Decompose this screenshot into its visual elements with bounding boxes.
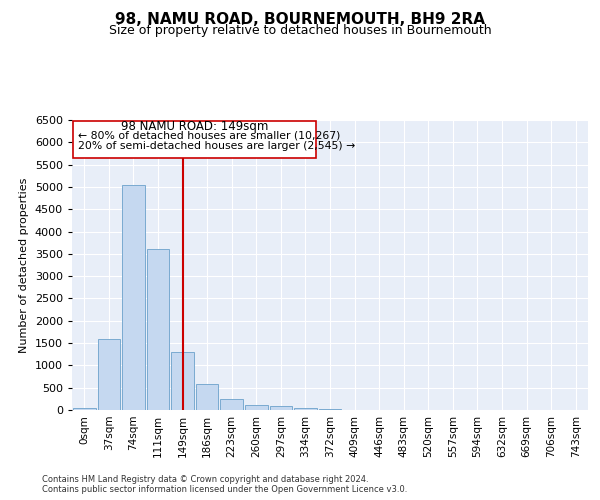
Text: Size of property relative to detached houses in Bournemouth: Size of property relative to detached ho… <box>109 24 491 37</box>
Text: 98 NAMU ROAD: 149sqm: 98 NAMU ROAD: 149sqm <box>121 120 269 132</box>
Y-axis label: Number of detached properties: Number of detached properties <box>19 178 29 352</box>
Text: Contains public sector information licensed under the Open Government Licence v3: Contains public sector information licen… <box>42 485 407 494</box>
Bar <box>98 338 120 410</box>
Bar <box>196 384 218 410</box>
Bar <box>294 408 317 410</box>
Bar <box>171 352 194 410</box>
Bar <box>73 408 95 410</box>
Bar <box>122 184 145 410</box>
Bar <box>319 409 341 410</box>
Bar <box>245 404 268 410</box>
Text: Contains HM Land Registry data © Crown copyright and database right 2024.: Contains HM Land Registry data © Crown c… <box>42 475 368 484</box>
Text: 98, NAMU ROAD, BOURNEMOUTH, BH9 2RA: 98, NAMU ROAD, BOURNEMOUTH, BH9 2RA <box>115 12 485 28</box>
Bar <box>146 250 169 410</box>
Text: ← 80% of detached houses are smaller (10,267): ← 80% of detached houses are smaller (10… <box>79 131 341 141</box>
Text: 20% of semi-detached houses are larger (2,545) →: 20% of semi-detached houses are larger (… <box>79 141 356 151</box>
FancyBboxPatch shape <box>73 121 316 158</box>
Bar <box>220 399 243 410</box>
Bar <box>269 406 292 410</box>
